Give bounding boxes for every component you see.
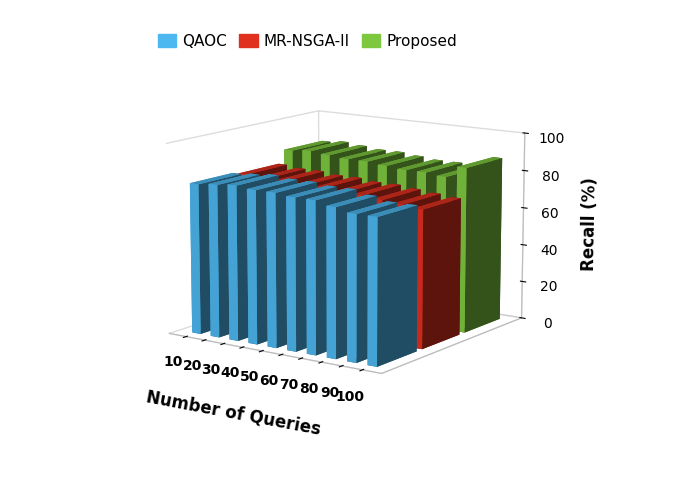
X-axis label: Number of Queries: Number of Queries (145, 387, 323, 438)
Legend: QAOC, MR-NSGA-II, Proposed: QAOC, MR-NSGA-II, Proposed (152, 27, 463, 55)
